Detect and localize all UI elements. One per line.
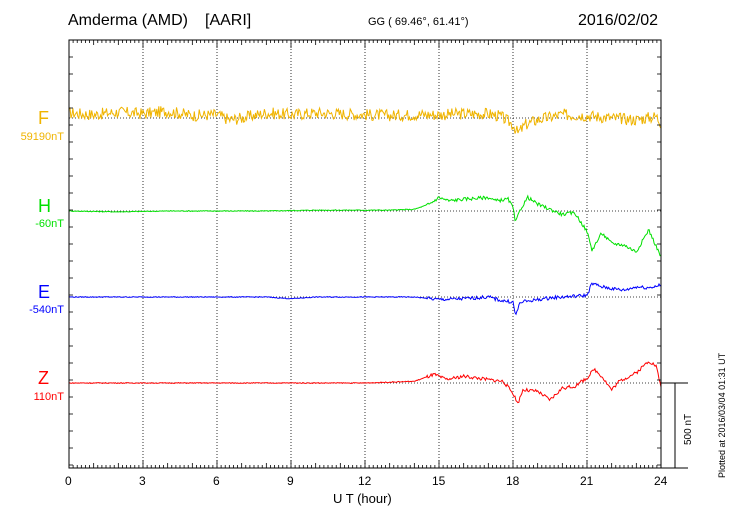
scale-bar-label: 500 nT: [683, 413, 694, 445]
baseline-value-h: -60nT: [35, 218, 64, 230]
x-tick-label: 3: [139, 474, 146, 488]
institute-code: [AARI]: [205, 12, 252, 29]
x-tick-label: 9: [287, 474, 294, 488]
baseline-value-f: 59190nT: [20, 131, 64, 143]
x-tick-label: 0: [65, 474, 72, 488]
component-label-f: F: [38, 108, 49, 128]
component-label-z: Z: [38, 368, 49, 388]
baseline-value-z: 110nT: [33, 391, 64, 403]
x-tick-label: 24: [654, 474, 668, 488]
series-line-z: [69, 361, 662, 404]
grid-lines: [142, 40, 588, 468]
axis-ticks: [68, 39, 662, 468]
series-line-h: [68, 194, 662, 257]
x-tick-label: 18: [506, 474, 520, 488]
baseline-value-e: -540nT: [29, 304, 64, 316]
series-line-f: [68, 106, 662, 134]
x-tick-label: 6: [213, 474, 220, 488]
component-label-e: E: [38, 282, 51, 302]
series-line-e: [68, 282, 662, 316]
x-tick-label: 12: [358, 474, 372, 488]
component-label-h: H: [38, 196, 51, 216]
x-axis-label: U T (hour): [333, 491, 392, 506]
scale-bar: [661, 382, 688, 469]
station-title: Amderma (AMD): [68, 12, 189, 29]
date-label: 2016/02/02: [578, 12, 659, 29]
geographic-coords: GG ( 69.46°, 61.41°): [368, 16, 469, 28]
series-lines: [68, 106, 662, 404]
x-tick-label: 15: [432, 474, 446, 488]
x-tick-label: 21: [580, 474, 594, 488]
plotted-at-note: Plotted at 2016/03/04 01:31 UT: [717, 352, 727, 478]
